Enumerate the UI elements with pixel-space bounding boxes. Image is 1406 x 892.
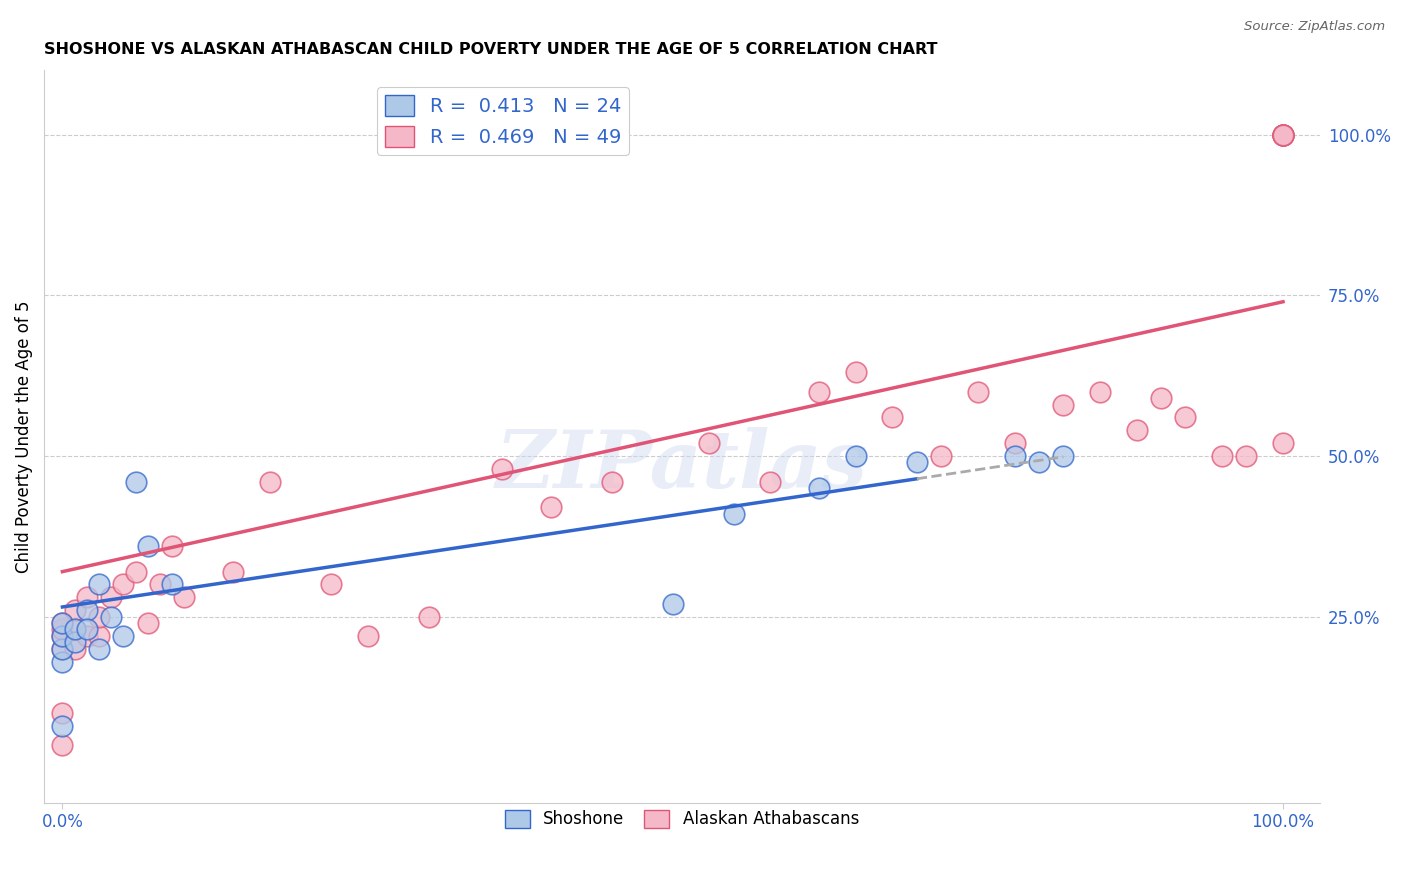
Point [1028, 455, 1050, 469]
Point [87, 629, 110, 643]
Point [51, 655, 73, 669]
Point [600, 475, 623, 489]
Point [63, 603, 86, 617]
Point [1004, 449, 1026, 463]
Point [63, 623, 86, 637]
Point [1150, 391, 1173, 405]
Point [124, 565, 146, 579]
Point [967, 384, 990, 399]
Point [112, 577, 135, 591]
Point [100, 609, 122, 624]
Point [87, 609, 110, 624]
Point [173, 591, 195, 605]
Point [808, 384, 831, 399]
Point [76, 603, 98, 617]
Point [491, 462, 513, 476]
Point [356, 629, 378, 643]
Point [51, 615, 73, 630]
Point [1272, 128, 1295, 142]
Point [162, 539, 184, 553]
Point [124, 475, 146, 489]
Legend: Shoshone, Alaskan Athabascans: Shoshone, Alaskan Athabascans [498, 803, 866, 835]
Point [1004, 436, 1026, 450]
Text: Source: ZipAtlas.com: Source: ZipAtlas.com [1244, 20, 1385, 33]
Point [1174, 410, 1197, 425]
Point [661, 597, 683, 611]
Point [1236, 449, 1258, 463]
Point [845, 366, 868, 380]
Point [1272, 128, 1295, 142]
Point [51, 641, 73, 656]
Point [63, 635, 86, 649]
Point [51, 629, 73, 643]
Point [222, 565, 245, 579]
Point [112, 629, 135, 643]
Point [319, 577, 342, 591]
Point [1272, 128, 1295, 142]
Point [1272, 128, 1295, 142]
Point [1125, 423, 1147, 437]
Point [76, 623, 98, 637]
Point [51, 615, 73, 630]
Point [1272, 436, 1295, 450]
Point [63, 623, 86, 637]
Point [1088, 384, 1111, 399]
Point [1052, 449, 1074, 463]
Point [699, 436, 721, 450]
Point [51, 623, 73, 637]
Point [51, 629, 73, 643]
Point [540, 500, 562, 515]
Point [418, 609, 440, 624]
Point [87, 577, 110, 591]
Point [808, 481, 831, 495]
Point [51, 641, 73, 656]
Y-axis label: Child Poverty Under the Age of 5: Child Poverty Under the Age of 5 [15, 301, 32, 573]
Point [162, 577, 184, 591]
Point [136, 539, 159, 553]
Point [87, 641, 110, 656]
Point [929, 449, 952, 463]
Point [1052, 398, 1074, 412]
Point [51, 738, 73, 752]
Point [259, 475, 281, 489]
Text: SHOSHONE VS ALASKAN ATHABASCAN CHILD POVERTY UNDER THE AGE OF 5 CORRELATION CHAR: SHOSHONE VS ALASKAN ATHABASCAN CHILD POV… [44, 42, 938, 57]
Point [723, 507, 745, 521]
Point [51, 719, 73, 733]
Point [136, 615, 159, 630]
Point [1272, 128, 1295, 142]
Point [63, 641, 86, 656]
Point [1211, 449, 1233, 463]
Point [882, 410, 904, 425]
Point [100, 591, 122, 605]
Point [905, 455, 928, 469]
Point [76, 591, 98, 605]
Point [759, 475, 782, 489]
Point [76, 629, 98, 643]
Point [149, 577, 172, 591]
Point [51, 706, 73, 720]
Point [845, 449, 868, 463]
Text: ZIPatlas: ZIPatlas [496, 427, 868, 505]
